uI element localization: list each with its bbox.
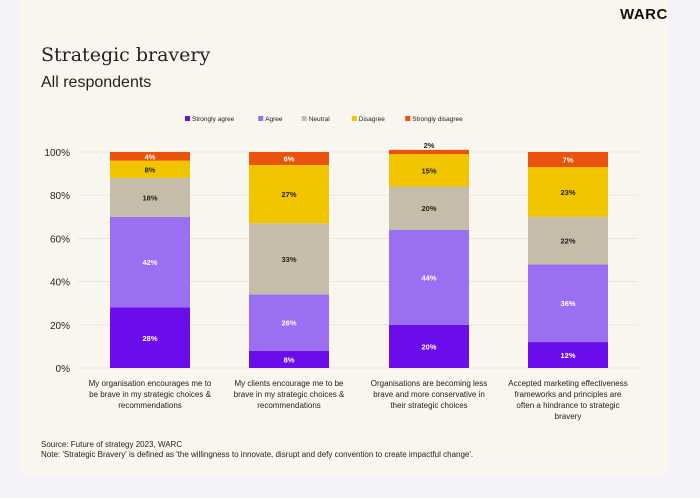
x-category-label: frameworks and principles are [515, 390, 622, 399]
x-category-label: often a hindrance to strategic [516, 401, 619, 410]
data-label: 22% [560, 237, 575, 246]
x-category-label: My clients encourage me to be [235, 379, 344, 388]
note-text: Note: 'Strategic Bravery' is defined as … [41, 450, 474, 459]
x-category-label: Organisations are becoming less [371, 379, 488, 388]
legend-label: Agree [265, 116, 283, 123]
bar-segment [528, 216, 608, 265]
bar-segment [389, 154, 469, 187]
legend-swatch [351, 116, 357, 121]
data-label: 4% [145, 152, 156, 161]
bar-segment [389, 324, 469, 368]
data-label: 8% [145, 165, 156, 174]
x-category-label: Accepted marketing effectiveness [508, 379, 627, 388]
data-label: 28% [142, 334, 157, 343]
data-label: 18% [142, 193, 157, 202]
y-tick-label: 80% [50, 191, 70, 202]
y-tick-label: 40% [50, 278, 70, 289]
x-category-label: their strategic choices [390, 401, 467, 410]
data-label: 2% [424, 141, 435, 150]
y-tick-label: 60% [50, 234, 70, 245]
bar-segment [249, 152, 329, 165]
bar-segment [110, 177, 190, 217]
data-label: 12% [560, 351, 575, 360]
bar-segment [249, 350, 329, 368]
chart-subtitle: All respondents [41, 74, 152, 91]
legend-label: Neutral [309, 116, 331, 123]
warc-logo: WARC [620, 6, 668, 23]
bar-segment [110, 216, 190, 308]
data-label: 23% [560, 188, 575, 197]
x-category-label: be brave in my strategic choices & [89, 390, 211, 399]
data-label: 8% [284, 355, 295, 364]
bar-segment [110, 307, 190, 368]
x-category-label: My organisation encourages me to [89, 379, 212, 388]
bar-segment [389, 186, 469, 230]
data-label: 7% [563, 156, 574, 165]
bar-segment [389, 149, 469, 155]
bar-segment [389, 229, 469, 325]
data-label: 44% [421, 273, 436, 282]
legend-swatch [405, 116, 411, 121]
bar-segment [110, 152, 190, 161]
bar-segment [528, 342, 608, 368]
y-tick-label: 0% [56, 364, 71, 375]
data-label: 20% [421, 204, 436, 213]
data-label: 26% [281, 319, 296, 328]
chart-title: Strategic bravery [41, 44, 211, 66]
data-label: 20% [421, 342, 436, 351]
data-label: 15% [421, 166, 436, 175]
data-label: 6% [284, 154, 295, 163]
x-category-label: brave and more conservative in [373, 390, 485, 399]
x-category-label: recommendations [118, 401, 182, 410]
source-text: Source: Future of strategy 2023, WARC [41, 440, 183, 449]
legend-label: Disagree [359, 116, 385, 123]
legend-swatch [258, 116, 264, 121]
x-category-label: bravery [555, 412, 582, 421]
x-category-label: brave in my strategic choices & [234, 390, 345, 399]
bar-segment [249, 294, 329, 351]
y-tick-label: 20% [50, 321, 70, 332]
bar-segment [249, 223, 329, 295]
legend-label: Strongly disagree [412, 116, 463, 123]
bar-segment [528, 167, 608, 217]
bar-segment [528, 152, 608, 168]
data-label: 42% [142, 258, 157, 267]
bar-segment [110, 160, 190, 178]
data-label: 27% [281, 190, 296, 199]
legend-label: Strongly agree [192, 116, 235, 123]
y-tick-label: 100% [44, 148, 70, 159]
data-label: 36% [560, 299, 575, 308]
bar-segment [528, 264, 608, 343]
legend-swatch [301, 116, 307, 121]
legend-swatch [185, 116, 190, 121]
data-label: 33% [281, 255, 296, 264]
footnote: Source: Future of strategy 2023, WARC No… [41, 440, 473, 460]
bar-segment [249, 164, 329, 224]
x-category-label: recommendations [257, 401, 321, 410]
